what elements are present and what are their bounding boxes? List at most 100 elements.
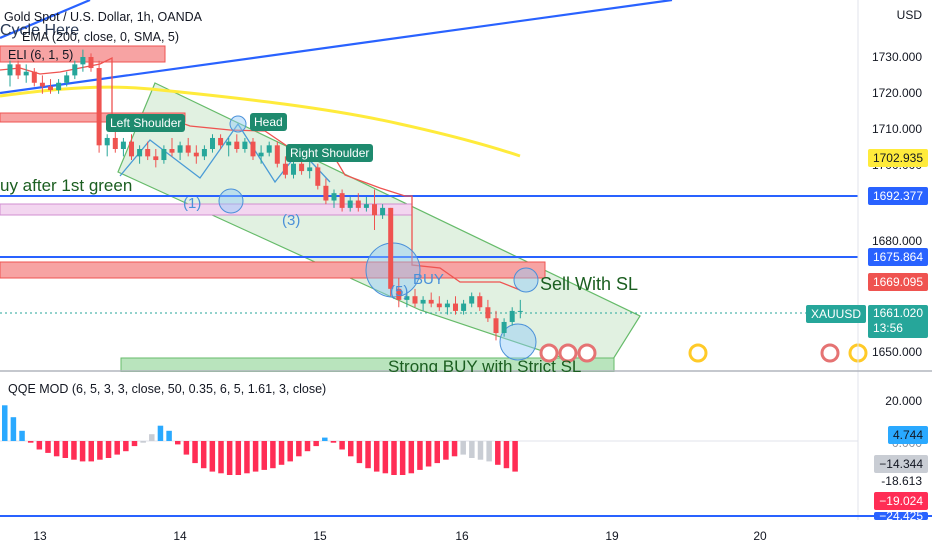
candle-body [501,321,507,333]
top-trendline [0,0,91,40]
wave-3-label: (3) [282,212,301,229]
us-flag-icon [820,343,840,363]
candle-body [493,318,499,333]
qqe-oscillator-chart[interactable] [0,372,932,520]
osc-bar [71,441,77,460]
candle-body [420,299,426,304]
osc-bar [460,441,466,455]
buy-after-green-label: uy after 1st green [0,176,133,195]
candle-body [485,307,491,319]
osc-bar [443,441,449,460]
osc-bar [131,441,138,447]
osc-bar [79,441,86,462]
osc-bar [339,441,345,450]
osc-bar [356,441,363,464]
chart-title: Gold Spot / U.S. Dollar, 1h, OANDA [4,10,202,24]
candle-body [412,296,418,304]
candle-body [339,193,345,208]
candle-body [461,303,467,311]
osc-bar [226,441,233,475]
candle-body [291,163,296,175]
candle-body [177,145,183,153]
candle-body [64,75,70,83]
price-badge-1675: 1675.864 [867,248,928,266]
candle-body [72,64,78,76]
osc-badge-1: 4.744 [887,426,928,444]
osc-tick: 20.000 [885,394,922,408]
time-axis-labels: 13 14 15 16 19 20 [33,529,767,543]
ema-line [0,85,521,158]
osc-bar [53,441,60,457]
strong-buy-box [120,357,615,372]
us-flag-icon [577,343,597,363]
circle-wave-1 [218,188,244,214]
osc-bar [200,441,207,469]
candle-body [315,167,321,186]
candle-body [274,145,280,164]
candle-body [153,156,159,161]
bar-countdown: 13:56 [872,321,903,335]
osc-bar [27,441,34,443]
candle-body [331,193,337,201]
osc-bar [278,441,285,465]
candle-body [323,185,329,201]
osc-bar [365,441,371,469]
candle-body [218,137,224,146]
osc-bar [105,441,112,458]
candle-body [307,167,313,172]
osc-bar [469,441,475,458]
candle-body [234,141,240,149]
osc-bar [399,441,406,475]
time-axis-label: 14 [173,529,187,543]
price-chart[interactable] [0,0,932,372]
osc-bar [486,441,492,462]
circle-head [229,115,247,133]
candle-body [169,149,175,153]
candle-body [129,141,134,157]
osc-bar [270,441,276,469]
economic-event-icons [539,343,868,363]
candle-body [226,141,232,146]
candle-body [80,57,86,65]
candle-body [120,141,126,149]
candle-body [282,163,288,175]
symbol-badge: XAUUSD [806,305,867,323]
head-label: Head [250,113,287,131]
price-tick: 1680.000 [871,234,922,248]
osc-bar [114,441,120,455]
osc-badge-2: −14.344 [874,455,928,473]
candle-body [396,288,402,300]
candle-body [404,296,410,300]
candle-body [210,137,215,149]
qqe-legend[interactable]: QQE MOD (6, 5, 3, 3, close, 50, 0.35, 6,… [8,382,327,396]
osc-bar [495,441,501,465]
candle-body [137,149,143,157]
candle-body [266,145,272,153]
candle-body [258,152,264,157]
candle-body [363,204,369,208]
ema-legend[interactable]: EMA (200, close, 0, SMA, 5) [22,30,180,44]
candle-body [299,163,305,172]
candle-body [355,200,361,208]
candle-body [388,207,394,289]
candle-body [23,71,29,76]
candle-body [372,204,377,216]
candle-body [88,57,94,69]
osc-bar [391,441,397,475]
candle-body [347,200,353,208]
osc-histogram [2,405,518,475]
candle-body [112,137,118,149]
osc-bar [296,441,302,457]
candle-body [477,296,483,308]
candle-body [104,137,110,146]
osc-bar [512,441,518,472]
candle-body [428,299,434,304]
time-axis-label: 20 [753,529,767,543]
osc-bar [382,441,389,474]
currency-label: USD [896,8,922,22]
time-axis[interactable]: 13 14 15 16 19 20 [0,520,932,550]
left-shoulder-label: Left Shoulder [106,114,186,132]
candle-body [193,152,199,157]
candle-body [48,86,53,91]
eli-legend[interactable]: ELI (6, 1, 5) [8,48,74,62]
